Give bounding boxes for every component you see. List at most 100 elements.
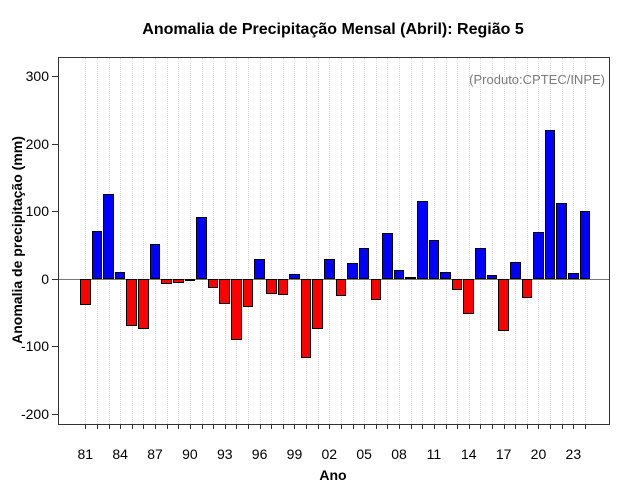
bar-2000	[300, 278, 312, 359]
y-tick--200	[52, 413, 58, 415]
x-tick-2004	[352, 424, 354, 429]
x-tick-label-1990: 90	[182, 446, 198, 462]
y-tick-label-200: 200	[25, 135, 49, 152]
gridline-2013	[457, 58, 459, 424]
x-tick-1991	[201, 424, 203, 429]
x-tick-label-2002: 02	[321, 446, 338, 462]
gridline-2001	[317, 58, 319, 424]
x-tick-label-1981: 81	[77, 446, 94, 462]
bar-1983	[103, 193, 114, 279]
gridline-1984	[120, 58, 122, 424]
y-tick-200	[52, 143, 58, 145]
gridline-2006	[375, 58, 377, 424]
bar-2020	[533, 232, 544, 279]
x-tick-2023	[573, 424, 575, 429]
bar-1990	[184, 278, 196, 281]
x-tick-1988	[166, 424, 168, 429]
x-tick-label-1993: 93	[216, 446, 233, 462]
gridline-2005	[364, 58, 366, 424]
bar-2012	[440, 272, 451, 279]
x-tick-1989	[178, 424, 180, 429]
bar-2016	[486, 274, 498, 279]
bar-2021	[544, 130, 556, 279]
x-tick-2003	[340, 424, 342, 429]
gridline-1990	[189, 58, 191, 424]
y-axis-title-text: Anomalia de precipitação (mm)	[9, 136, 25, 344]
gridline-1996	[259, 58, 261, 424]
gridline-1999	[294, 58, 296, 424]
x-tick-2022	[561, 424, 563, 429]
x-tick-1983	[108, 424, 110, 429]
gridline-2004	[352, 58, 354, 424]
x-tick-2011	[433, 424, 435, 429]
x-tick-label-2014: 14	[460, 446, 477, 462]
x-tick-1999	[294, 424, 296, 429]
bar-2011	[428, 239, 440, 279]
x-tick-2014	[468, 424, 470, 429]
x-tick-2017	[503, 424, 505, 429]
bar-2003	[335, 278, 347, 297]
gridline-1989	[178, 58, 180, 424]
bar-1995	[242, 278, 254, 308]
bar-2022	[556, 202, 567, 279]
x-tick-2024	[584, 424, 586, 429]
y-tick-0	[52, 278, 58, 280]
bar-1999	[289, 274, 300, 279]
bar-1994	[231, 278, 242, 340]
x-tick-2005	[364, 424, 366, 429]
x-tick-2002	[329, 424, 331, 429]
bar-1984	[114, 272, 126, 279]
bar-2002	[324, 258, 335, 279]
x-tick-label-1999: 99	[286, 446, 303, 462]
gridline-2017	[503, 58, 505, 424]
bar-1987	[149, 243, 161, 279]
x-tick-label-2008: 08	[391, 446, 407, 462]
bar-2024	[579, 210, 591, 279]
gridline-1988	[166, 58, 168, 424]
x-tick-1994	[236, 424, 238, 429]
bar-2004	[347, 263, 358, 279]
bar-1991	[196, 217, 207, 279]
y-tick-label--200: -200	[20, 405, 49, 422]
x-tick-label-2017: 17	[495, 446, 512, 462]
y-tick--100	[52, 346, 58, 348]
x-tick-2012	[445, 424, 447, 429]
x-tick-2001	[317, 424, 319, 429]
gridline-2012	[445, 58, 447, 424]
x-tick-label-2020: 20	[530, 446, 547, 462]
x-tick-2006	[375, 424, 377, 429]
x-tick-1992	[213, 424, 215, 429]
gridline-2002	[329, 58, 331, 424]
zero-line	[59, 278, 609, 280]
x-tick-2018	[515, 424, 517, 429]
bar-2014	[463, 278, 475, 314]
x-tick-2021	[550, 424, 552, 429]
bar-2017	[498, 278, 509, 332]
y-tick-300	[52, 76, 58, 78]
x-tick-1985	[131, 424, 133, 429]
gridline-2008	[399, 58, 401, 424]
x-tick-2019	[526, 424, 528, 429]
gridline-1997	[271, 58, 273, 424]
x-tick-label-2023: 23	[565, 446, 582, 462]
x-axis-title: Ano	[319, 467, 347, 483]
plot-area: (Produto:CPTEC/INPE) 81 84 87 90 93 96 99 02 05 0…	[21, 57, 610, 462]
gridline-1998	[282, 58, 284, 424]
bar-1989	[172, 278, 184, 283]
y-tick-label-0: 0	[41, 270, 49, 287]
x-tick-label-2005: 05	[356, 446, 372, 462]
bar-2018	[509, 261, 521, 279]
gridline-1992	[213, 58, 215, 424]
gridline-2023	[573, 58, 575, 424]
bar-1997	[265, 278, 277, 295]
bar-1992	[207, 278, 219, 289]
x-tick-2016	[492, 424, 493, 429]
bar-2019	[521, 278, 533, 298]
y-tick-label-300: 300	[25, 68, 49, 85]
bar-1981	[80, 278, 91, 306]
x-tick-label-1987: 87	[147, 446, 163, 462]
gridline-2016	[492, 58, 493, 424]
bar-2023	[568, 273, 579, 279]
source-annotation: (Produto:CPTEC/INPE)	[469, 72, 605, 87]
